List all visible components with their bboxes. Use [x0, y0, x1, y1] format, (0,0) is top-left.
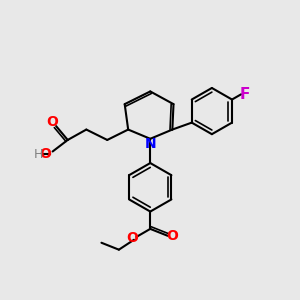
- Text: H: H: [34, 148, 43, 161]
- Text: O: O: [40, 147, 52, 161]
- Text: O: O: [47, 115, 58, 129]
- Text: N: N: [145, 137, 157, 151]
- Text: O: O: [126, 231, 138, 245]
- Text: F: F: [240, 87, 250, 102]
- Text: O: O: [166, 229, 178, 243]
